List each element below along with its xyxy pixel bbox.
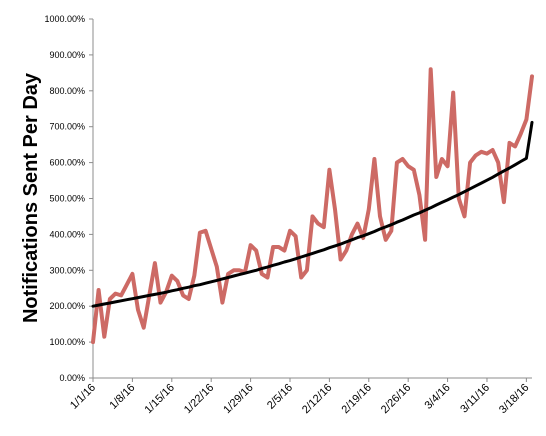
y-tick-label: 200.00% [49, 301, 85, 311]
x-tick-label: 3/11/16 [458, 382, 492, 416]
x-tick-label: 1/15/16 [142, 382, 176, 416]
y-tick-label: 100.00% [49, 337, 85, 347]
x-tick-label: 1/29/16 [221, 382, 255, 416]
y-axis-label: Notifications Sent Per Day [20, 72, 42, 323]
x-tick-labels: 1/1/16 1/8/16 1/15/16 1/22/16 1/29/16 2/5/16 2… [68, 378, 531, 416]
x-tick-label: 1/22/16 [182, 382, 216, 416]
y-tick-label: 700.00% [49, 122, 85, 132]
x-tick-label: 3/4/16 [423, 382, 453, 412]
x-tick-label: 2/5/16 [265, 382, 295, 412]
x-tick-label: 2/19/16 [339, 382, 373, 416]
x-tick-label: 2/26/16 [379, 382, 413, 416]
series-line-trend [91, 120, 534, 308]
y-tick-label: 400.00% [49, 229, 85, 239]
y-tick-label: 1000.00% [44, 14, 85, 24]
y-tick-labels: 0.00% 100.00% 200.00% 300.00% 400.00% 500.00%… [44, 14, 93, 383]
x-tick-label: 1/8/16 [107, 382, 137, 412]
y-tick-label: 800.00% [49, 86, 85, 96]
x-tick-label: 1/1/16 [68, 382, 98, 412]
y-tick-label: 0.00% [59, 373, 85, 383]
series-lines [91, 67, 534, 345]
x-tick-label: 3/18/16 [497, 382, 531, 416]
y-tick-label: 600.00% [49, 158, 85, 168]
x-tick-label: 2/12/16 [300, 382, 334, 416]
series-line-daily [91, 67, 534, 345]
y-tick-label: 900.00% [49, 50, 85, 60]
y-tick-label: 300.00% [49, 265, 85, 275]
y-tick-label: 500.00% [49, 194, 85, 204]
